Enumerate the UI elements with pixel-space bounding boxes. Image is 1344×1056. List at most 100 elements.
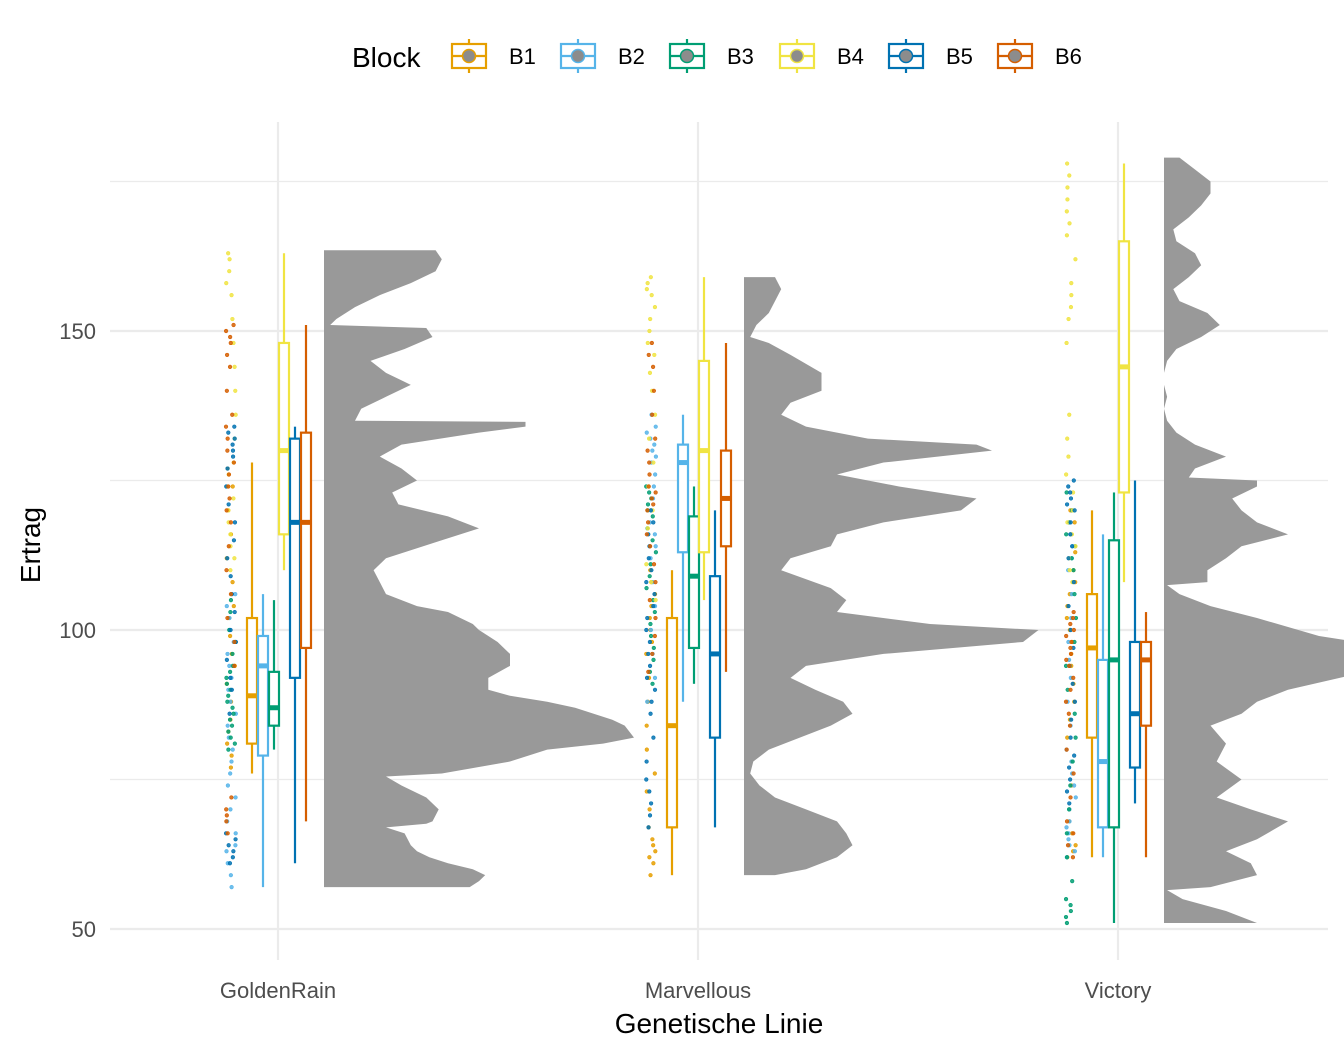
raw-point-b1 (1064, 615, 1069, 621)
boxplot-b6 (1139, 612, 1153, 858)
boxplot-b6 (299, 325, 313, 822)
raw-point-b2 (229, 885, 234, 890)
raw-point-b5 (233, 837, 238, 842)
raw-point-b5 (225, 466, 230, 471)
raw-point-b5 (1072, 508, 1077, 513)
raw-point-b6 (1068, 651, 1074, 657)
raw-point-b5 (652, 592, 657, 597)
raw-point-b6 (644, 532, 649, 537)
raw-point-b6 (224, 508, 229, 513)
raw-point-b6 (1069, 639, 1074, 645)
boxplot-b4 (1117, 163, 1131, 583)
raw-point-b4 (228, 568, 233, 573)
raw-point-b6 (229, 795, 234, 800)
raw-point-b3 (224, 675, 229, 680)
raw-point-b3 (228, 597, 234, 603)
raw-point-b5 (645, 615, 650, 621)
box-iqr (676, 443, 690, 554)
raw-point-b6 (646, 484, 651, 489)
raw-point-b4 (1064, 472, 1069, 477)
raw-point-b6 (649, 496, 654, 501)
raw-point-b5 (644, 759, 649, 764)
raw-point-b3 (1064, 920, 1070, 926)
raw-point-b2 (1072, 849, 1077, 854)
raw-point-b1 (651, 861, 656, 866)
legend-key-b6: B6 (996, 39, 1082, 73)
raw-point-b3 (1070, 879, 1075, 884)
raw-point-b6 (224, 388, 229, 393)
raw-point-b3 (228, 669, 233, 674)
raw-point-b3 (232, 741, 237, 746)
raw-point-b2 (652, 675, 658, 680)
raw-point-b4 (229, 293, 234, 298)
raw-point-b4 (233, 412, 238, 417)
legend-key-b2: B2 (559, 39, 645, 73)
raw-point-b6 (228, 340, 233, 346)
raw-point-b6 (650, 364, 656, 369)
raw-point-b4 (1065, 436, 1070, 441)
raw-point-b1 (1073, 843, 1078, 848)
legend-label: B6 (1055, 44, 1082, 69)
raw-point-b3 (1064, 490, 1069, 495)
raw-point-b2 (651, 484, 656, 489)
raw-point-b3 (1073, 735, 1078, 740)
raw-point-b6 (224, 807, 229, 812)
raw-point-b4 (1067, 568, 1072, 573)
raw-point-b5 (1067, 765, 1072, 770)
raw-point-b4 (1064, 340, 1069, 346)
raw-point-b6 (647, 597, 652, 603)
raw-point-b6 (1068, 795, 1073, 800)
legend-key-b1: B1 (450, 39, 536, 73)
raw-point-b5 (232, 609, 237, 615)
raw-point-b5 (224, 657, 229, 663)
x-tick-label: Victory (1085, 978, 1152, 1003)
raw-point-b4 (1064, 209, 1069, 214)
raw-point-b4 (226, 251, 231, 256)
boxplot-b1 (665, 570, 679, 876)
raw-point-b5 (230, 855, 235, 860)
raw-point-b2 (225, 651, 230, 657)
raw-point-b6 (228, 334, 233, 340)
raw-point-b5 (644, 580, 649, 585)
boxplot-b1 (245, 462, 259, 774)
boxplot-b2 (256, 594, 270, 888)
raw-point-b4 (232, 556, 237, 561)
raw-point-b1 (644, 747, 649, 752)
raw-point-b4 (652, 352, 657, 358)
raw-point-b6 (1068, 687, 1073, 692)
raw-point-b6 (646, 669, 651, 674)
density-cloud-marvellous (744, 277, 1039, 876)
raw-point-b1 (651, 843, 656, 848)
raw-point-b5 (1068, 520, 1073, 525)
raw-point-b5 (232, 520, 238, 525)
raw-point-b4 (228, 532, 233, 537)
raw-point-b6 (226, 472, 232, 477)
legend-keys: B1 B2 B3 B4 B5 B6 (450, 39, 1082, 73)
box-iqr (299, 431, 313, 650)
raw-point-b6 (646, 520, 651, 525)
raw-point-b5 (647, 813, 653, 818)
raw-point-b6 (650, 651, 655, 657)
raw-point-b1 (1072, 520, 1077, 525)
box-iqr (687, 515, 701, 650)
raw-point-b3 (228, 735, 233, 740)
y-tick-label: 50 (72, 917, 96, 942)
raw-point-b5 (648, 711, 653, 716)
box-iqr (697, 359, 711, 554)
raw-point-b4 (1068, 304, 1074, 310)
raw-point-b2 (653, 424, 658, 429)
raw-point-b6 (228, 520, 233, 525)
raw-point-b2 (230, 747, 235, 752)
y-tick-label: 100 (59, 618, 96, 643)
raw-point-b4 (645, 526, 650, 531)
raw-point-b5 (1071, 478, 1076, 483)
raw-point-b5 (1064, 789, 1070, 794)
raw-point-b6 (1071, 771, 1076, 776)
raw-point-b6 (1071, 609, 1076, 615)
boxplot-b5 (708, 510, 722, 828)
raw-point-b6 (1068, 621, 1073, 627)
raw-point-b6 (651, 562, 657, 567)
legend-key-b3: B3 (668, 39, 754, 73)
raw-point-b5 (648, 801, 654, 806)
raw-point-b6 (645, 508, 650, 513)
